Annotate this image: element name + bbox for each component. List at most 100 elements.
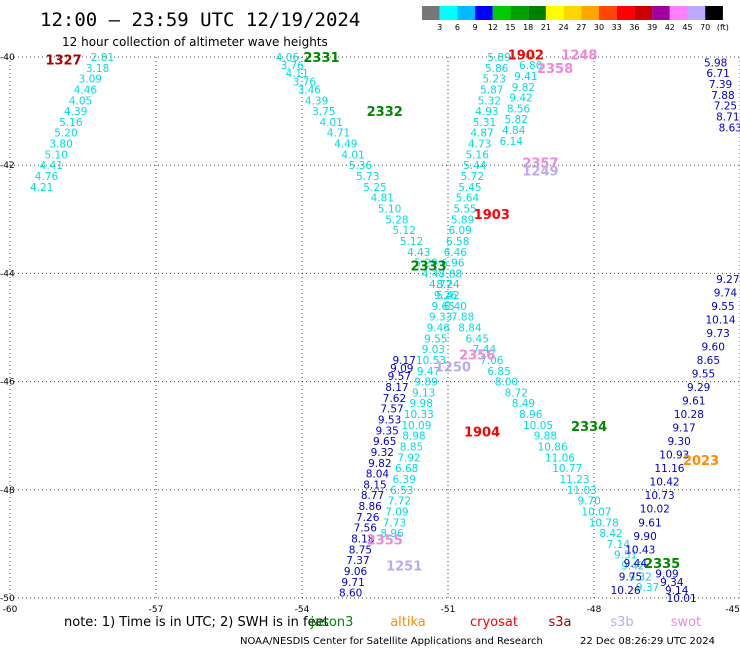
wave-height-value: 9.17 [393,355,416,367]
y-tick-label: -42 [0,161,15,171]
wave-height-value: 9.65 [373,436,396,448]
wave-height-value: 5.10 [378,203,401,215]
pass-label: 1327 [45,54,81,69]
wave-height-value: 7.06 [480,355,504,367]
colorbar-swatch [545,6,564,20]
chart-subtitle: 12 hour collection of altimeter wave hei… [62,35,328,49]
wave-height-value: 9.37 [636,582,659,594]
wave-height-value: 5.86 [485,63,509,75]
wave-height-value: 9.27 [716,274,739,286]
colorbar-swatch [492,6,511,20]
wave-height-value: 9.09 [655,569,678,581]
wave-height-value: 6.40 [444,301,467,313]
wave-height-points: 2.813.183.094.464.054.395.165.203.805.10… [30,52,740,605]
wave-height-value: 6.71 [706,68,729,80]
wave-height-value: 6.53 [390,485,413,497]
wave-height-value: 11.23 [560,474,590,486]
wave-height-value: 8.96 [380,528,404,540]
wave-height-value: 10.02 [640,504,670,516]
track-cryosat-1902: 5.895.865.235.875.324.935.314.874.735.16… [380,52,510,540]
x-tick-label: -57 [149,605,164,615]
wave-height-value: 5.29 [414,258,437,270]
colorbar-swatch [422,6,440,20]
wave-height-value: 9.57 [388,371,411,383]
colorbar-swatch [439,6,458,20]
wave-height-value: 5.16 [59,117,83,129]
wave-height-value: 4.01 [320,117,343,129]
wave-height-value: 9.55 [692,368,715,380]
x-tick-label: -48 [587,605,602,615]
satellite-legend-s3b: s3b [610,615,633,630]
wave-height-value: 8.18 [351,533,374,545]
colorbar-legend: 3 6 9 12 15 18 21 24 27 30 33 36 39 42 45 70 (ft) [422,6,729,32]
wave-height-value: 5.32 [478,95,501,107]
colorbar-swatch [510,6,529,20]
wave-height-value: 9.42 [621,561,644,573]
wave-height-value: 5.45 [458,182,481,194]
wave-height-value: 5.12 [400,236,423,248]
footer-note: note: 1) Time is in UTC; 2) SWH is in fe… [64,615,329,630]
wave-height-value: 3.75 [312,106,335,118]
wave-height-value: 5.82 [504,114,527,126]
wave-height-value: 5.55 [453,203,476,215]
wave-height-value: 9.53 [378,414,401,426]
wave-height-value: 10.07 [581,506,611,518]
wave-height-value: 10.28 [674,409,704,421]
wave-height-value: 3.76 [281,60,305,72]
wave-height-value: 2.81 [91,52,114,64]
wave-height-value: 10.33 [404,409,434,421]
wave-height-value: 9.89 [414,377,437,389]
wave-height-value: 7.92 [397,452,420,464]
wave-height-value: 9.46 [427,323,451,335]
wave-height-value: 9.82 [512,82,535,94]
pass-label: 2333 [410,259,446,274]
wave-height-value: 9.90 [633,531,656,543]
satellite-legend-swot: swot [671,615,701,630]
wave-height-value: 5.87 [480,84,503,96]
wave-height-value: 3.76 [293,76,317,88]
wave-height-value: 9.32 [629,571,652,583]
colorbar-tick-label: 70 [700,23,710,32]
chart-title: 12:00 – 23:59 UTC 12/19/2024 [40,9,360,31]
pass-label: 2355 [367,534,403,549]
wave-height-value: 4.05 [69,95,92,107]
wave-height-value: 9.55 [424,333,447,345]
wave-height-value: 4.41 [40,160,63,172]
track-jason3-2335: 5.986.717.397.887.258.718.63 9.279.74 9.55… [611,57,740,605]
wave-height-value: 7.72 [388,496,411,508]
wave-height-value: 9.65 [431,301,454,313]
wave-height-value: 7.25 [714,101,737,113]
axis-tick-labels: -40 -42 -44 -46 -48 -50-60 -57 -54 -51 -48 -45 [0,53,740,615]
wave-height-value: 10.42 [650,477,680,489]
wave-height-value: 10.09 [401,420,431,432]
colorbar-tick-label: 45 [682,23,692,32]
wave-height-value: 8.72 [504,387,527,399]
pass-label: 2331 [303,51,339,66]
colorbar-swatch [457,6,476,20]
wave-height-value: 10.26 [611,585,641,597]
wave-height-value: 8.04 [366,469,390,481]
pass-label: 2334 [571,420,607,435]
wave-height-value: 9.17 [672,423,695,435]
wave-height-value: 9.75 [619,571,642,583]
wave-height-value: 6.46 [444,247,468,259]
colorbar-tick-label: 6 [455,23,460,32]
wave-height-value: 11.16 [654,463,684,475]
grid-lines [9,56,740,599]
wave-height-value: 4.73 [468,139,491,151]
wave-height-value: 9.32 [371,447,394,459]
wave-height-value: 8.49 [512,398,535,410]
colorbar-tick-label: 18 [523,23,533,32]
wave-height-value: 8.86 [358,501,382,513]
wave-height-value: 9.51 [614,550,637,562]
colorbar-swatch [475,6,493,20]
wave-height-value: 5.20 [54,128,77,140]
wave-height-value: 9.09 [390,363,413,375]
y-tick-label: -50 [0,594,15,604]
wave-height-value: 5.44 [463,160,487,172]
pass-label: 2023 [683,454,719,469]
pass-label: 1903 [474,208,510,223]
footer-timestamp: 22 Dec 08:26:29 UTC 2024 [580,636,715,647]
